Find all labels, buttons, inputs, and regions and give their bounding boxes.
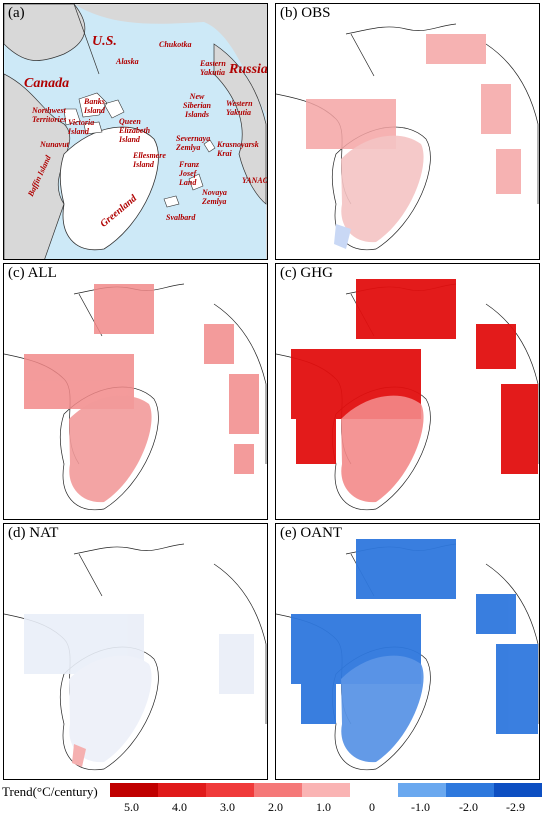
label-nunavut: Nunavut [40,140,69,149]
obs-map-svg [276,23,539,251]
label-alaska: Alaska [116,57,139,66]
legend-swatch-3 [206,783,254,797]
legend-swatch-n1 [398,783,446,797]
reference-map-svg [4,4,267,259]
label-franz-josef: Franz Josef Land [179,160,200,187]
panel-d-nat: (d) NAT [3,523,268,780]
all-map-svg [4,283,267,511]
legend-tick-4: 1.0 [316,800,331,814]
label-ellesmere: Ellesmere Island [133,151,166,169]
border-line [73,4,100,75]
label-eastern-yakutia: Eastern Yakutia [200,59,226,77]
panel-b-label: (b) OBS [280,5,331,21]
label-victoria: Victoria Island [68,118,95,136]
panel-c-ghg-label: (c) GHG [280,265,333,281]
panel-c-all: (c) ALL [3,263,268,520]
legend-tick-1: 4.0 [172,800,187,814]
label-banks: Banks Island [84,97,105,115]
panel-e-label: (e) OANT [280,525,343,541]
label-novaya: Novaya Zemlya [202,188,227,206]
panel-c-all-label: (c) ALL [8,265,57,281]
panel-c-ghg: (c) GHG [275,263,540,520]
panel-d-label: (d) NAT [8,525,59,541]
panel-a-label: (a) [8,5,25,21]
label-severnaya: Severnaya Zemlya [176,134,211,152]
legend-tick-5: 0 [369,800,375,814]
legend-tick-3: 2.0 [268,800,283,814]
label-svalbard: Svalbard [166,213,196,222]
legend-tick-7: -2.0 [459,800,478,814]
label-western-yakutia: Western Yakutia [226,99,253,117]
panel-b-obs: (b) OBS [275,3,540,260]
ghg-map-svg [276,279,539,511]
label-new-siberian: New Siberian Islands [183,92,212,119]
panel-a-map: (a) U.S. Canada Russia Alaska Chukotka E… [3,3,268,260]
label-yamal: YANAO [242,176,268,185]
legend-tick-6: -1.0 [411,800,430,814]
legend-title: Trend(°C/century) [2,784,98,799]
label-queen-elizabeth: Queen Elizabeth Island [119,117,151,144]
legend-swatch-4 [158,783,206,797]
nat-map-svg [4,543,267,771]
legend-tick-0: 5.0 [124,800,139,814]
legend-swatch-1 [302,783,350,797]
label-russia: Russia [229,62,268,77]
label-chukotka: Chukotka [159,40,192,49]
legend-tick-8: -2.9 [506,800,525,814]
legend-swatch-2 [254,783,302,797]
trend-legend: Trend(°C/century) 5.0 4.0 3.0 2.0 1.0 0 … [0,781,545,817]
label-krasnoyarsk: Krasnoyarsk Krai [217,140,259,158]
label-canada: Canada [24,76,70,91]
panel-e-oant: (e) OANT [275,523,540,780]
legend-tick-2: 3.0 [220,800,235,814]
label-northwest: Northwest Territories [32,106,67,124]
label-us: U.S. [92,34,117,49]
legend-swatch-0 [350,783,398,797]
oant-map-svg [276,539,539,771]
legend-swatch-n2 [446,783,494,797]
legend-swatch-n3 [494,783,542,797]
legend-swatch-5 [110,783,158,797]
